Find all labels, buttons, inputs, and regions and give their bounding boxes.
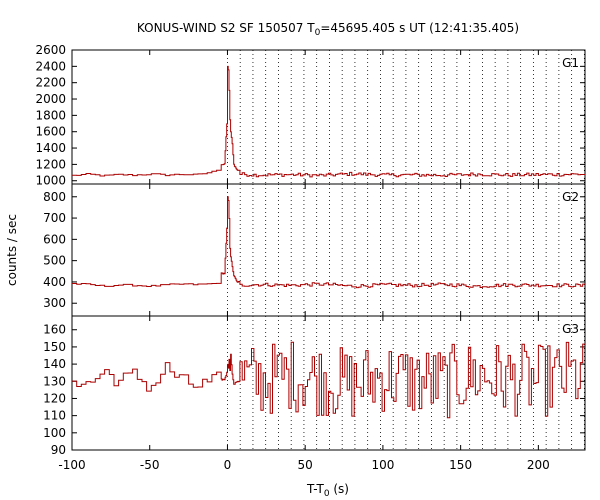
light-curve-g2 <box>72 196 585 289</box>
y-tick-label: 160 <box>43 323 66 337</box>
x-tick-label: 0 <box>224 458 232 472</box>
y-tick-label: 1400 <box>35 141 66 155</box>
light-curve-g3 <box>72 341 585 419</box>
x-tick-label: 50 <box>298 458 313 472</box>
y-tick-label: 700 <box>43 211 66 225</box>
y-tick-label: 130 <box>43 374 66 388</box>
panel-label: G2 <box>562 190 579 204</box>
y-tick-label: 120 <box>43 391 66 405</box>
x-tick-label: -50 <box>140 458 160 472</box>
light-curve-g1 <box>72 65 585 178</box>
y-tick-label: 100 <box>43 426 66 440</box>
y-tick-label: 2200 <box>35 76 66 90</box>
y-tick-label: 2000 <box>35 92 66 106</box>
y-tick-label: 400 <box>43 275 66 289</box>
x-tick-label: 100 <box>371 458 394 472</box>
panel-label: G3 <box>562 322 579 336</box>
y-tick-label: 150 <box>43 340 66 354</box>
y-tick-label: 1000 <box>35 174 66 188</box>
panel-frame <box>71 315 586 451</box>
panels: 100012001400160018002000220024002600G130… <box>35 43 586 472</box>
y-tick-label: 2600 <box>35 43 66 57</box>
y-tick-label: 140 <box>43 357 66 371</box>
panel-label: G1 <box>562 56 579 70</box>
chart-title: KONUS-WIND S2 SF 150507 T0=45695.405 s U… <box>137 21 519 38</box>
panel-g2: 300 400 500 600 700 800 G2 <box>43 183 586 317</box>
x-tick-label: -100 <box>58 458 85 472</box>
x-axis-label: T-T0 (s) <box>306 482 349 499</box>
x-tick-label: 150 <box>449 458 472 472</box>
panel-g1: 1000 1200 1400 1600 1800 2000 2200 2400 2600 G1 <box>35 43 586 188</box>
y-axis-label: counts / sec <box>5 214 19 286</box>
y-tick-label: 110 <box>43 409 66 423</box>
panel-g3: 90 100 110 120 130 140 150 160 G3 <box>43 315 586 457</box>
y-tick-label: 1800 <box>35 108 66 122</box>
y-tick-label: 800 <box>43 190 66 204</box>
y-tick-label: 1200 <box>35 157 66 171</box>
x-tick-label: 200 <box>527 458 550 472</box>
y-tick-label: 500 <box>43 254 66 268</box>
y-tick-label: 600 <box>43 232 66 246</box>
y-tick-label: 1600 <box>35 125 66 139</box>
y-tick-label: 2400 <box>35 59 66 73</box>
y-tick-label: 90 <box>51 443 66 457</box>
y-tick-label: 300 <box>43 296 66 310</box>
